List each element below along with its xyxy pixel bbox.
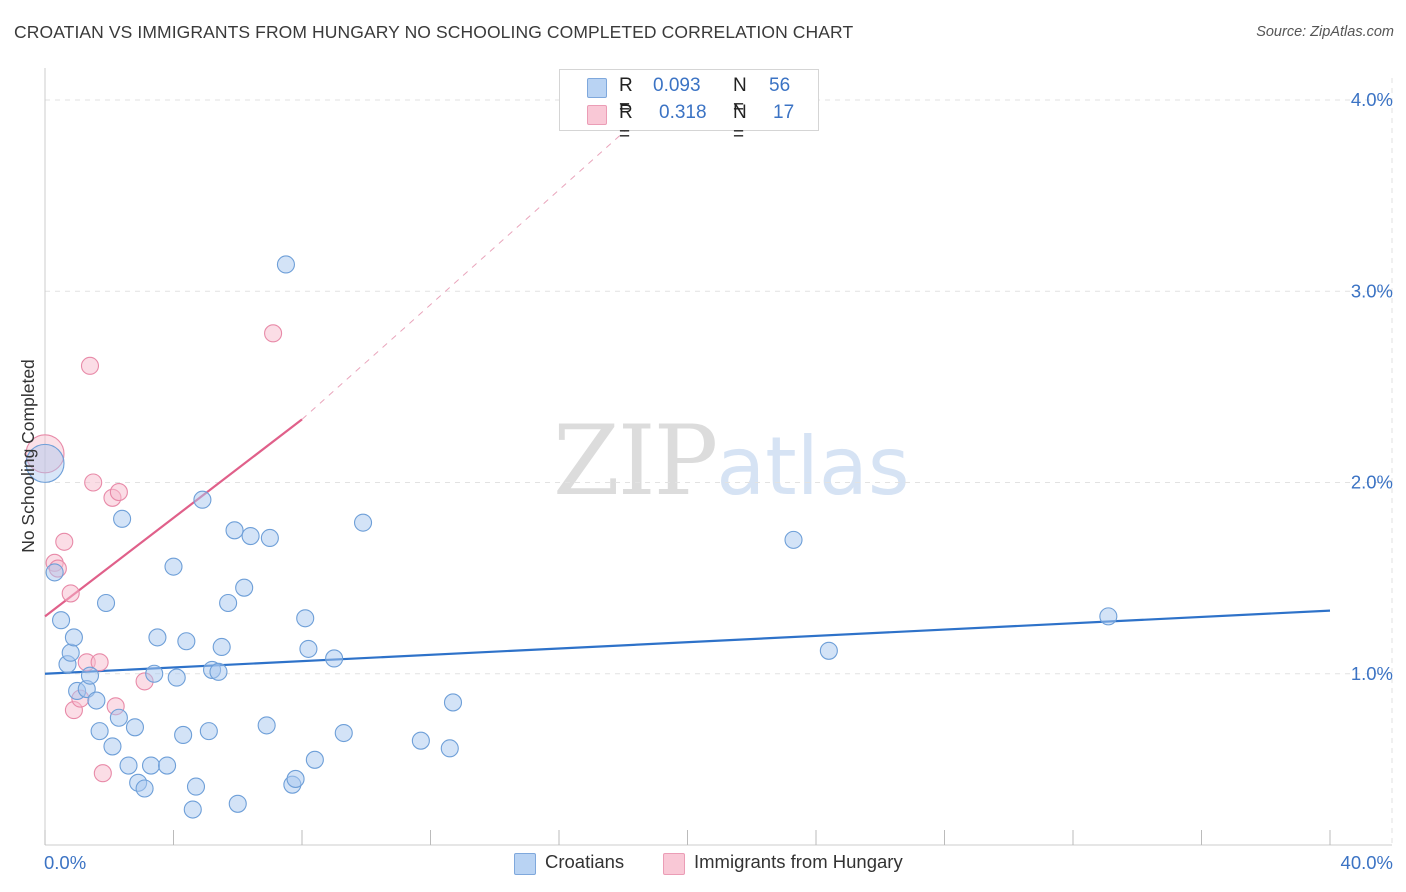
croatians-point bbox=[411, 731, 430, 750]
data-points bbox=[25, 255, 1118, 819]
croatians-point bbox=[219, 593, 238, 613]
croatians-point bbox=[64, 628, 83, 647]
hungary-point bbox=[90, 653, 109, 672]
croatians-point bbox=[325, 649, 344, 668]
croatians-point bbox=[45, 563, 64, 582]
croatians-point bbox=[443, 693, 463, 712]
croatians-point bbox=[299, 639, 318, 658]
hungary-point bbox=[55, 532, 74, 551]
croatians-legend-label: Croatians bbox=[545, 851, 625, 872]
croatians-legend-swatch bbox=[514, 853, 536, 875]
croatians-point bbox=[296, 609, 315, 628]
croatians-point bbox=[183, 800, 202, 819]
hungary-point bbox=[80, 356, 100, 375]
croatians-trend-line bbox=[44, 609, 1331, 675]
chart-title: CROATIAN VS IMMIGRANTS FROM HUNGARY NO S… bbox=[14, 22, 854, 42]
croatians-point bbox=[174, 725, 193, 745]
hungary-point bbox=[264, 324, 283, 343]
croatians-point bbox=[158, 756, 177, 775]
r-label: R = bbox=[619, 75, 633, 118]
n-value: 56 bbox=[769, 75, 791, 96]
croatians-point bbox=[819, 641, 838, 660]
y-tick-label: 2.0% bbox=[1351, 472, 1393, 493]
croatians-point bbox=[96, 593, 116, 613]
watermark-atlas: atlas bbox=[716, 420, 910, 513]
hungary-point bbox=[109, 483, 128, 502]
n-label: N = bbox=[733, 75, 747, 118]
croatians-point bbox=[25, 443, 65, 483]
croatians-point bbox=[87, 691, 106, 710]
croatians-point bbox=[109, 708, 128, 727]
hungary-point bbox=[93, 764, 112, 783]
r-value: 0.093 bbox=[653, 75, 701, 96]
hungary-trend-extension bbox=[301, 103, 656, 420]
source-label: Source: ZipAtlas.com bbox=[1256, 24, 1394, 40]
y-tick-label: 4.0% bbox=[1351, 89, 1393, 110]
hungary-point bbox=[25, 434, 65, 474]
hungary-point bbox=[61, 584, 80, 603]
croatians-point bbox=[125, 718, 144, 737]
hungary-swatch bbox=[587, 105, 607, 125]
x-tick-label: 40.0% bbox=[1341, 852, 1393, 873]
croatians-point bbox=[241, 526, 260, 546]
croatians-point bbox=[119, 756, 138, 775]
croatians-point bbox=[1099, 607, 1118, 626]
n-label: N = bbox=[733, 102, 747, 145]
croatians-point bbox=[212, 637, 231, 657]
croatians-point bbox=[113, 509, 132, 528]
stats-legend: R = 0.093 N = 56 R = 0.318 N = 17 bbox=[559, 69, 819, 145]
croatians-point bbox=[90, 722, 109, 741]
croatians-point bbox=[145, 664, 164, 683]
hungary-legend-swatch bbox=[663, 853, 685, 875]
croatians-point bbox=[305, 750, 324, 769]
r-value: 0.318 bbox=[659, 102, 707, 123]
croatians-point bbox=[257, 716, 276, 735]
croatians-point bbox=[167, 668, 186, 687]
croatians-point bbox=[334, 723, 353, 743]
hungary-point bbox=[84, 473, 103, 492]
r-label: R = bbox=[619, 102, 633, 145]
croatians-point bbox=[209, 662, 228, 681]
croatians-point bbox=[135, 779, 154, 798]
croatians-point bbox=[260, 528, 279, 548]
croatians-point bbox=[193, 490, 212, 509]
croatians-point bbox=[440, 739, 459, 758]
croatians-swatch bbox=[587, 78, 607, 98]
watermark: ZIPatlas bbox=[553, 405, 910, 517]
croatians-point bbox=[141, 756, 161, 775]
croatians-point bbox=[148, 628, 167, 647]
croatians-point bbox=[177, 632, 196, 651]
croatians-point bbox=[52, 611, 71, 630]
x-tick-label: 0.0% bbox=[44, 852, 86, 873]
croatians-point bbox=[80, 666, 100, 685]
croatians-point bbox=[228, 794, 247, 813]
croatians-point bbox=[286, 769, 305, 788]
croatians-point bbox=[784, 530, 803, 549]
croatians-point bbox=[186, 777, 206, 796]
croatians-point bbox=[225, 521, 244, 540]
hungary-legend-label: Immigrants from Hungary bbox=[694, 851, 903, 872]
y-tick-label: 1.0% bbox=[1351, 663, 1393, 684]
croatians-point bbox=[353, 513, 373, 532]
axis-labels: 1.0% 2.0% 3.0% 4.0% 0.0% 40.0% No Schooling Co… bbox=[18, 89, 1393, 873]
y-tick-label: 3.0% bbox=[1351, 280, 1393, 301]
n-value: 17 bbox=[773, 102, 795, 123]
hungary-trend-line bbox=[44, 418, 303, 618]
croatians-point bbox=[61, 643, 80, 662]
watermark-zip: ZIP bbox=[553, 405, 718, 517]
y-axis-label: No Schooling Completed bbox=[18, 359, 38, 553]
croatians-point bbox=[164, 557, 183, 576]
axes bbox=[44, 68, 1393, 846]
croatians-point bbox=[276, 255, 295, 274]
croatians-point bbox=[235, 578, 254, 597]
croatians-point bbox=[199, 722, 218, 741]
croatians-point bbox=[103, 737, 122, 756]
